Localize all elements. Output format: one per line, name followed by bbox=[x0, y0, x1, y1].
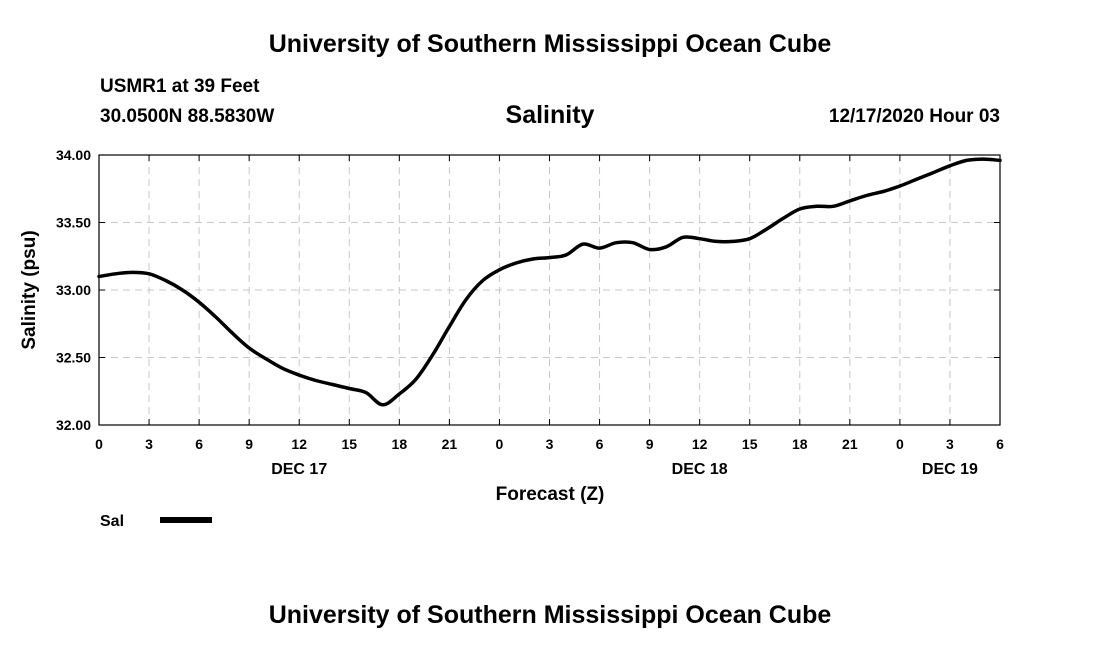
data-point bbox=[648, 248, 651, 251]
x-tick-label: 18 bbox=[392, 436, 408, 452]
data-point bbox=[948, 164, 952, 167]
data-point bbox=[481, 279, 484, 282]
data-point bbox=[298, 373, 301, 377]
data-point bbox=[865, 194, 868, 197]
x-tick-label: 0 bbox=[95, 436, 103, 452]
data-point bbox=[464, 298, 468, 301]
page-title: University of Southern Mississippi Ocean… bbox=[268, 30, 832, 58]
data-point bbox=[598, 246, 601, 250]
data-point bbox=[514, 261, 518, 265]
x-tick-label: 15 bbox=[341, 436, 357, 452]
x-tick-label: 21 bbox=[842, 436, 858, 452]
data-point bbox=[715, 240, 718, 243]
y-tick-label: 34.00 bbox=[56, 147, 91, 163]
data-point bbox=[114, 272, 117, 275]
data-point bbox=[164, 279, 167, 282]
data-point bbox=[932, 171, 935, 174]
data-point bbox=[748, 237, 751, 240]
x-tick-label: 0 bbox=[496, 436, 504, 452]
x-axis-title: Forecast (Z) bbox=[496, 484, 605, 505]
x-tick-label: 9 bbox=[646, 436, 654, 452]
x-tick-label: 6 bbox=[195, 436, 203, 452]
x-tick-label: 21 bbox=[442, 436, 458, 452]
y-tick-label: 32.50 bbox=[56, 350, 91, 366]
salinity-chart: 0 3 6 9 12 15 18 21 0 3 6 9 12 15 18 21 0 3 6 32.00 32.50 33… bbox=[19, 147, 1004, 530]
date-label: DEC 18 bbox=[672, 461, 728, 478]
data-point bbox=[97, 275, 101, 278]
data-point bbox=[548, 256, 551, 259]
data-point bbox=[231, 332, 234, 335]
y-tick-labels: 32.00 32.50 33.00 33.50 34.00 bbox=[56, 147, 91, 433]
data-point bbox=[882, 190, 885, 193]
forecast-timestamp: 12/17/2020 Hour 03 bbox=[828, 106, 1000, 127]
station-location: 30.0500N 88.5830W bbox=[100, 106, 275, 127]
data-point bbox=[248, 346, 251, 350]
chart-title: Salinity bbox=[505, 101, 595, 129]
data-point bbox=[498, 268, 501, 271]
data-point bbox=[615, 241, 618, 244]
data-point bbox=[448, 325, 451, 328]
x-tick-label: 18 bbox=[792, 436, 808, 452]
data-point bbox=[798, 207, 801, 211]
x-tick-label: 3 bbox=[946, 436, 954, 452]
x-tick-label: 6 bbox=[596, 436, 604, 452]
data-point bbox=[531, 257, 534, 261]
x-tick-label: 6 bbox=[996, 436, 1004, 452]
x-tick-label: 15 bbox=[742, 436, 758, 452]
footer-title: University of Southern Mississippi Ocean… bbox=[268, 601, 832, 629]
x-tick-labels: 0 3 6 9 12 15 18 21 0 3 6 9 12 15 18 21 0 3 6 bbox=[95, 436, 1004, 452]
x-tick-label: 3 bbox=[145, 436, 153, 452]
data-point bbox=[731, 240, 735, 243]
x-tick-label: 0 bbox=[896, 436, 904, 452]
legend-label: Sal bbox=[100, 513, 124, 530]
data-point bbox=[431, 353, 434, 356]
x-tick-label: 12 bbox=[692, 436, 708, 452]
station-name: USMR1 at 39 Feet bbox=[100, 76, 260, 97]
data-point bbox=[998, 159, 1002, 162]
y-tick-label: 32.00 bbox=[56, 417, 91, 433]
data-point bbox=[898, 184, 902, 188]
data-point bbox=[398, 392, 401, 396]
data-point bbox=[348, 387, 351, 390]
data-point bbox=[848, 199, 851, 203]
date-label: DEC 19 bbox=[922, 461, 978, 478]
data-point bbox=[131, 271, 134, 274]
data-point bbox=[314, 379, 318, 382]
data-point bbox=[965, 159, 968, 162]
data-point bbox=[831, 205, 835, 208]
data-point bbox=[681, 236, 685, 239]
data-point bbox=[214, 315, 217, 319]
y-tick-label: 33.00 bbox=[56, 282, 91, 298]
series-layer bbox=[97, 157, 1002, 407]
data-point bbox=[565, 253, 568, 257]
data-point bbox=[414, 377, 418, 381]
x-tick-label: 12 bbox=[291, 436, 307, 452]
data-point bbox=[698, 237, 701, 240]
data-point bbox=[581, 242, 585, 246]
data-point bbox=[765, 228, 768, 231]
date-labels: DEC 17 DEC 18 DEC 19 bbox=[271, 461, 978, 478]
data-point bbox=[915, 178, 918, 181]
data-point bbox=[147, 272, 151, 275]
data-point bbox=[181, 288, 184, 292]
y-axis-title: Salinity (psu) bbox=[19, 230, 40, 349]
data-point bbox=[364, 391, 368, 394]
data-point bbox=[331, 383, 334, 386]
x-tick-label: 9 bbox=[245, 436, 253, 452]
grid-lines bbox=[99, 155, 1000, 425]
data-point bbox=[781, 217, 785, 220]
data-point bbox=[631, 241, 635, 244]
axis-ticks bbox=[98, 154, 1001, 426]
x-tick-label: 3 bbox=[546, 436, 554, 452]
data-point bbox=[982, 157, 985, 161]
date-label: DEC 17 bbox=[271, 461, 327, 478]
data-point bbox=[815, 205, 818, 208]
data-point bbox=[381, 403, 384, 406]
y-tick-label: 33.50 bbox=[56, 215, 91, 231]
data-point bbox=[665, 245, 668, 248]
data-point bbox=[197, 301, 201, 304]
data-point bbox=[264, 357, 268, 360]
data-point bbox=[281, 367, 284, 370]
